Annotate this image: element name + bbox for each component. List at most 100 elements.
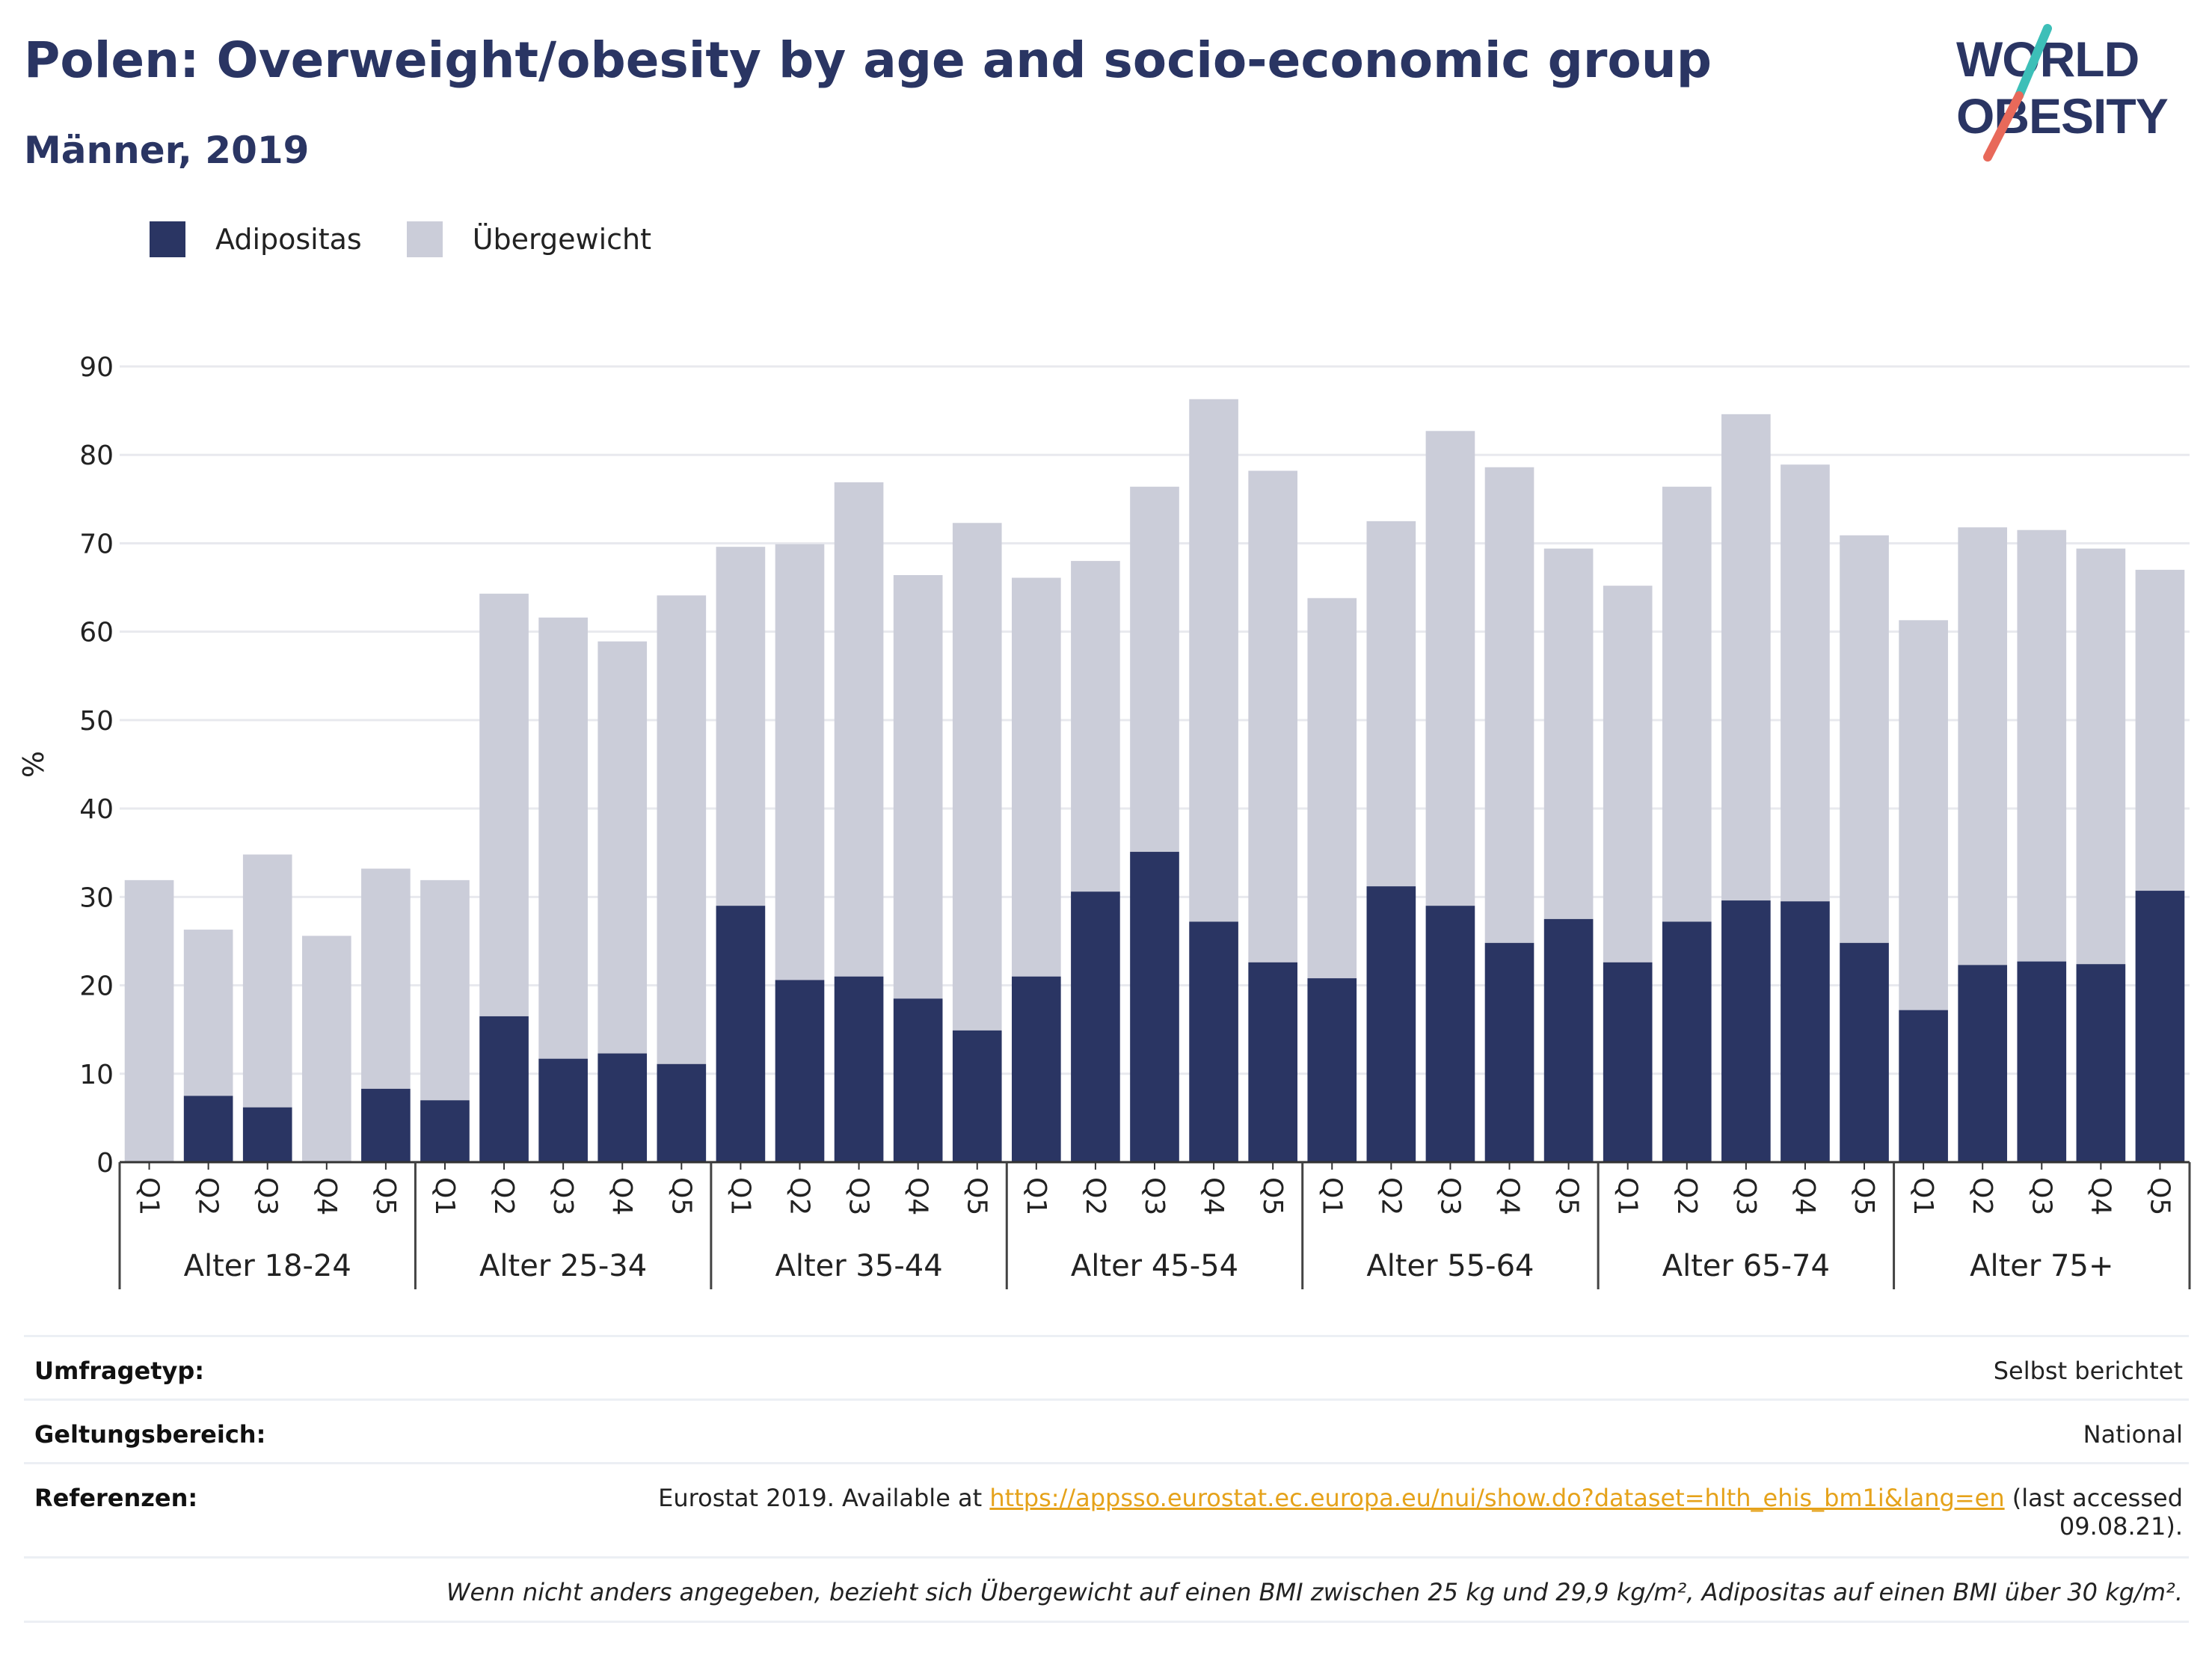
chart-subtitle: Männer, 2019	[24, 129, 310, 172]
bar-uebergewicht	[716, 547, 766, 906]
bar-adipositas	[2017, 961, 2067, 1162]
legend-swatch-adipositas	[150, 221, 185, 257]
category-label: Q3	[2026, 1177, 2056, 1215]
bar-uebergewicht	[775, 544, 825, 980]
legend-swatch-uebergewicht	[406, 221, 443, 257]
stacked-bar-chart: 0 10 20 30 40 50 60 70 80 90% Q1 Q2 Q3 Q4 Q5 Q1 Q2 Q3 Q4 Q5…	[17, 352, 2191, 1289]
bar-uebergewicht	[420, 879, 470, 1101]
category-label: Q4	[606, 1177, 637, 1215]
category-label: Q1	[1908, 1177, 1938, 1215]
category-label: Q1	[725, 1177, 755, 1215]
bar-adipositas	[1425, 906, 1475, 1162]
references-prefix: Eurostat 2019. Available at	[658, 1484, 983, 1512]
info-row-note: Wenn nicht anders angegeben, bezieht sic…	[24, 1556, 2189, 1623]
bar-uebergewicht	[1248, 470, 1297, 962]
y-tick-label: 10	[79, 1060, 114, 1090]
category-label: Q4	[1494, 1177, 1525, 1215]
references-label: Referenzen:	[34, 1484, 198, 1512]
bar-uebergewicht	[1366, 521, 1416, 887]
bar-adipositas	[1840, 942, 1889, 1162]
legend-item-uebergewicht: Übergewicht	[406, 221, 651, 257]
bar-uebergewicht	[2076, 548, 2126, 965]
category-label: Q1	[1021, 1177, 1051, 1215]
bmi-note: Wenn nicht anders angegeben, bezieht sic…	[446, 1578, 2183, 1606]
bar-adipositas	[1543, 918, 1594, 1162]
bar-adipositas	[1071, 891, 1120, 1162]
group-label: Alter 65-74	[1662, 1249, 1830, 1283]
bar-adipositas	[893, 998, 943, 1162]
bar-uebergewicht	[183, 930, 233, 1096]
bar-adipositas	[775, 980, 825, 1162]
bar-adipositas	[479, 1016, 529, 1162]
bar-uebergewicht	[597, 641, 648, 1054]
bar-uebergewicht	[1721, 414, 1771, 901]
bar-uebergewicht	[1603, 586, 1653, 962]
y-tick-label: 40	[79, 794, 114, 825]
y-tick-label: 60	[79, 618, 114, 648]
category-label: Q5	[962, 1177, 992, 1215]
y-tick-label: 80	[79, 440, 114, 471]
category-label: Q4	[903, 1177, 933, 1215]
bar-adipositas	[1130, 852, 1179, 1162]
category-label: Q5	[666, 1177, 696, 1215]
info-table: Umfragetyp: Selbst berichtet Geltungsber…	[24, 1335, 2189, 1623]
bar-uebergewicht	[1425, 431, 1475, 906]
references-link[interactable]: https://appsso.eurostat.ec.europa.eu/nui…	[989, 1484, 2005, 1512]
bar-adipositas	[183, 1096, 233, 1162]
category-label: Q3	[1139, 1177, 1170, 1215]
bar-adipositas	[1899, 1010, 1948, 1162]
bar-adipositas	[1484, 942, 1534, 1162]
legend-label-uebergewicht: Übergewicht	[472, 223, 651, 256]
y-tick-label: 90	[79, 352, 114, 383]
bar-uebergewicht	[301, 936, 351, 1162]
bar-uebergewicht	[952, 523, 1002, 1031]
bar-uebergewicht	[1840, 535, 1889, 943]
category-label: Q4	[311, 1177, 342, 1215]
bar-uebergewicht	[1662, 486, 1712, 922]
info-row-survey: Umfragetyp: Selbst berichtet	[24, 1335, 2189, 1398]
category-label: Q2	[1967, 1177, 1997, 1215]
bar-adipositas	[2135, 891, 2185, 1162]
category-label: Q2	[193, 1177, 224, 1215]
bar-uebergewicht	[1781, 464, 1830, 902]
bar-uebergewicht	[2135, 569, 2185, 891]
category-label: Q5	[370, 1177, 401, 1215]
category-label: Q4	[1198, 1177, 1229, 1215]
chart-title: Polen: Overweight/obesity by age and soc…	[24, 31, 1712, 89]
y-tick-label: 0	[96, 1148, 114, 1179]
category-label: Q1	[1612, 1177, 1643, 1215]
bar-uebergewicht	[1130, 486, 1179, 853]
legend-label-adipositas: Adipositas	[215, 223, 362, 256]
category-label: Q5	[1849, 1177, 1879, 1215]
bar-uebergewicht	[1189, 399, 1238, 922]
world-obesity-logo: WORLD OBESITY	[1956, 24, 2169, 162]
category-label: Q2	[1671, 1177, 1702, 1215]
bar-uebergewicht	[1543, 548, 1594, 919]
bar-adipositas	[1366, 886, 1416, 1162]
bar-adipositas	[716, 906, 766, 1162]
category-label: Q3	[844, 1177, 874, 1215]
category-label: Q3	[1434, 1177, 1465, 1215]
bar-adipositas	[2076, 964, 2126, 1162]
bar-uebergewicht	[1071, 561, 1120, 892]
y-tick-label: 50	[79, 706, 114, 737]
bar-adipositas	[420, 1100, 470, 1162]
bar-adipositas	[1781, 901, 1830, 1162]
bar-uebergewicht	[1899, 620, 1948, 1010]
references-value: Eurostat 2019. Available at https://apps…	[658, 1484, 2183, 1541]
category-label: Q5	[1257, 1177, 1288, 1215]
category-label: Q2	[1375, 1177, 1406, 1215]
bar-adipositas	[1189, 921, 1238, 1162]
survey-label: Umfragetyp:	[34, 1357, 205, 1385]
bar-uebergewicht	[1958, 527, 2008, 965]
category-label: Q2	[1080, 1177, 1110, 1215]
bar-uebergewicht	[361, 868, 411, 1089]
group-label: Alter 75+	[1970, 1249, 2113, 1283]
category-label: Q4	[1789, 1177, 1820, 1215]
bar-adipositas	[538, 1058, 588, 1162]
group-label: Alter 35-44	[775, 1249, 942, 1283]
svg-text:WORLD: WORLD	[1956, 31, 2139, 87]
bar-adipositas	[361, 1088, 411, 1162]
bar-uebergewicht	[1012, 577, 1061, 977]
bar-uebergewicht	[893, 575, 943, 999]
